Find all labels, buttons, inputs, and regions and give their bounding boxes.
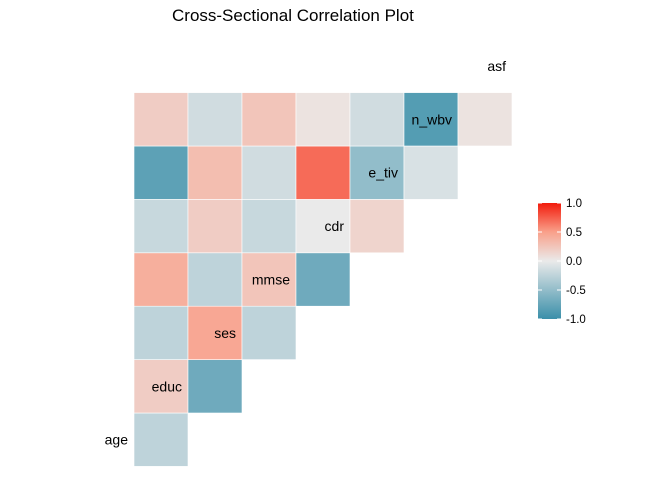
heatmap-cells <box>133 92 513 467</box>
heatmap-cell <box>349 199 405 254</box>
legend-tick-label: 0.5 <box>566 227 582 239</box>
heatmap-cell <box>133 359 189 414</box>
heatmap-cell <box>187 145 243 200</box>
heatmap-cell <box>187 305 243 360</box>
heatmap-cell <box>403 145 459 200</box>
heatmap-cell <box>349 92 405 147</box>
heatmap-cell <box>133 412 189 467</box>
heatmap-cell <box>349 145 405 200</box>
variable-label: n_wbv <box>412 111 452 127</box>
color-legend: 1.0 0.5 0.0 -0.5 -1.0 <box>538 198 586 326</box>
heatmap-cell <box>241 92 297 147</box>
heatmap-cell <box>187 252 243 307</box>
heatmap-cell <box>133 145 189 200</box>
heatmap-cell <box>133 252 189 307</box>
legend-colorbar <box>538 203 561 319</box>
legend-tick-label: -1.0 <box>566 314 586 326</box>
legend-tick-label: 0.0 <box>566 256 582 268</box>
variable-label: asf <box>487 58 506 74</box>
variable-label: ses <box>214 325 236 341</box>
heatmap-cell <box>187 359 243 414</box>
variable-label: age <box>105 432 129 448</box>
heatmap-cell <box>187 199 243 254</box>
heatmap-cell <box>241 305 297 360</box>
heatmap-cell <box>295 92 351 147</box>
variable-label: cdr <box>325 218 345 234</box>
heatmap-cell <box>133 305 189 360</box>
heatmap-cell <box>295 199 351 254</box>
heatmap-cell <box>403 92 459 147</box>
variable-label: e_tiv <box>368 165 398 181</box>
chart-title: Cross-Sectional Correlation Plot <box>172 6 414 25</box>
heatmap-cell <box>241 145 297 200</box>
heatmap-cell <box>457 92 513 147</box>
variable-label: mmse <box>252 272 290 288</box>
heatmap-cell <box>295 252 351 307</box>
heatmap-cell <box>295 145 351 200</box>
heatmap-cell <box>187 92 243 147</box>
heatmap-cell <box>133 92 189 147</box>
heatmap-cell <box>241 199 297 254</box>
variable-labels: age educ ses mmse cdr e_tiv n_wbv asf <box>105 58 506 448</box>
legend-ticks: 1.0 0.5 0.0 -0.5 -1.0 <box>538 198 586 326</box>
legend-tick-label: 1.0 <box>566 198 582 210</box>
legend-tick-label: -0.5 <box>566 285 586 297</box>
variable-label: educ <box>152 378 182 394</box>
heatmap-cell <box>133 199 189 254</box>
